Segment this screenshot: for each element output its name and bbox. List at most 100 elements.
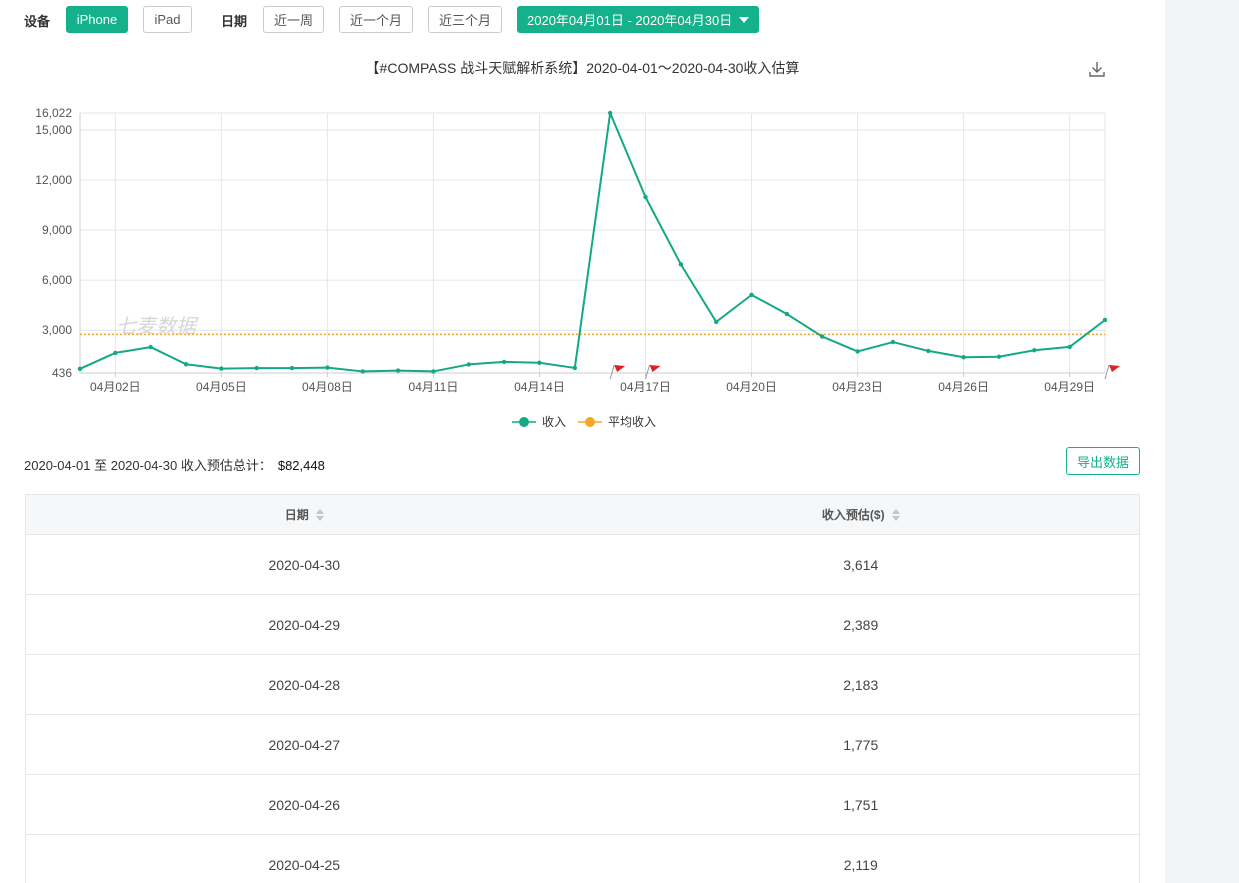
revenue-point[interactable] <box>1102 317 1108 323</box>
y-tick-label: 9,000 <box>42 223 72 237</box>
circle-legend-icon <box>585 417 595 427</box>
download-icon[interactable] <box>1088 60 1106 78</box>
revenue-point[interactable] <box>395 368 401 373</box>
chart-grid <box>80 112 1106 374</box>
revenue-cell: 2,183 <box>843 676 879 693</box>
revenue-point[interactable] <box>148 344 153 350</box>
date-cell: 2020-04-30 <box>268 556 341 573</box>
revenue-header-label: 收入预估($) <box>821 508 885 522</box>
date-cell: 2020-04-28 <box>268 676 341 693</box>
right-gutter <box>1165 0 1239 883</box>
summary-text: 2020-04-01 至 2020-04-30 收入预估总计： <box>24 458 272 473</box>
revenue-point[interactable] <box>289 365 295 371</box>
flag-icon[interactable] <box>645 364 661 380</box>
date-cell: 2020-04-26 <box>268 796 341 813</box>
revenue-point[interactable] <box>749 292 754 298</box>
date-range-text: 2020年04月01日 - 2020年04月30日 <box>527 13 733 28</box>
y-tick-label: 12,000 <box>35 173 72 187</box>
x-tick-label: 04月20日 <box>726 380 777 394</box>
device-label: 设备 <box>24 14 51 29</box>
legend-item[interactable]: 平均收入 <box>578 415 656 429</box>
date-label: 日期 <box>221 14 248 29</box>
revenue-point[interactable] <box>572 365 578 371</box>
revenue-point[interactable] <box>678 262 684 267</box>
table-body: 2020-04-30 3,614 2020-04-29 2,389 2020-04-28… <box>26 535 1139 883</box>
circle-legend-icon <box>519 417 529 427</box>
table-row: 2020-04-25 2,119 <box>26 835 1139 883</box>
sort-icon[interactable] <box>891 508 900 521</box>
revenue-point[interactable] <box>77 366 83 372</box>
flag-icon[interactable] <box>609 364 626 380</box>
y-axis: 436 3,000 6,000 9,000 12,000 15,000 16,022 <box>35 106 81 380</box>
revenue-point[interactable] <box>466 362 471 367</box>
caret-down-icon <box>739 17 749 23</box>
revenue-cell: 3,614 <box>843 556 879 573</box>
y-tick-label: 3,000 <box>42 323 72 337</box>
legend-label: 收入 <box>542 415 566 429</box>
revenue-point[interactable] <box>855 349 860 354</box>
y-tick-label: 6,000 <box>42 273 72 287</box>
revenue-cell: 1,775 <box>843 736 879 753</box>
x-tick-label: 04月11日 <box>409 380 459 394</box>
filter-bar: 设备 iPhone iPad 日期 近一周 近一个月 近三个月 2020年04月… <box>0 0 1165 40</box>
revenue-point[interactable] <box>1032 348 1037 353</box>
x-tick-label: 04月08日 <box>302 380 353 394</box>
revenue-point[interactable] <box>820 334 825 339</box>
revenue-point[interactable] <box>431 369 436 374</box>
last-week-button[interactable]: 近一周 <box>263 6 324 33</box>
date-column-header[interactable]: 日期 <box>26 495 583 534</box>
revenue-point[interactable] <box>926 348 931 354</box>
revenue-column-header[interactable]: 收入预估($) <box>583 495 1140 534</box>
y-tick-label: 15,000 <box>35 123 72 137</box>
revenue-cell: 1,751 <box>843 796 879 813</box>
revenue-cell: 2,389 <box>843 616 879 633</box>
y-tick-label: 436 <box>52 366 72 380</box>
legend-item[interactable]: 收入 <box>512 415 566 429</box>
table-row: 2020-04-27 1,775 <box>26 715 1139 775</box>
revenue-point[interactable] <box>113 350 118 356</box>
x-tick-label: 04月29日 <box>1044 380 1095 394</box>
revenue-point[interactable] <box>996 354 1002 359</box>
x-tick-label: 04月14日 <box>514 380 565 394</box>
device-ipad-button[interactable]: iPad <box>143 6 192 33</box>
revenue-point[interactable] <box>537 360 542 365</box>
revenue-point[interactable] <box>714 319 719 325</box>
revenue-point[interactable] <box>501 359 507 365</box>
legend-label: 平均收入 <box>608 415 656 429</box>
chart-legend: 收入 平均收入 <box>512 415 656 429</box>
x-tick-label: 04月23日 <box>832 380 883 394</box>
revenue-summary: 2020-04-01 至 2020-04-30 收入预估总计： $82,448 <box>24 455 325 474</box>
date-range-picker[interactable]: 2020年04月01日 - 2020年04月30日 <box>517 6 759 33</box>
revenue-table: 日期 收入预估($) 2020-04-30 3,614 2020-04-29 2,38… <box>25 494 1140 883</box>
revenue-point[interactable] <box>325 365 330 370</box>
date-header-label: 日期 <box>284 508 309 522</box>
revenue-point[interactable] <box>183 362 189 367</box>
revenue-point[interactable] <box>890 339 896 345</box>
y-tick-label: 16,022 <box>35 106 72 120</box>
x-tick-label: 04月05日 <box>196 380 247 394</box>
revenue-point[interactable] <box>643 194 648 200</box>
event-flags <box>609 364 1120 380</box>
table-row: 2020-04-28 2,183 <box>26 655 1139 715</box>
revenue-point[interactable] <box>254 365 259 371</box>
revenue-series <box>77 110 1108 374</box>
last-month-button[interactable]: 近一个月 <box>339 6 413 33</box>
revenue-point[interactable] <box>607 110 613 116</box>
table-header: 日期 收入预估($) <box>26 495 1139 535</box>
x-tick-label: 04月17日 <box>620 380 671 394</box>
export-data-button[interactable]: 导出数据 <box>1066 447 1140 475</box>
date-cell: 2020-04-27 <box>268 736 341 753</box>
revenue-point[interactable] <box>784 311 790 317</box>
device-iphone-button[interactable]: iPhone <box>66 6 128 33</box>
revenue-point[interactable] <box>961 355 966 360</box>
x-tick-label: 04月02日 <box>90 380 141 394</box>
revenue-point[interactable] <box>1067 344 1072 350</box>
flag-icon[interactable] <box>1104 364 1120 380</box>
revenue-point[interactable] <box>219 366 224 371</box>
sort-icon[interactable] <box>315 508 324 521</box>
last-three-months-button[interactable]: 近三个月 <box>428 6 502 33</box>
revenue-point[interactable] <box>360 369 365 374</box>
table-row: 2020-04-30 3,614 <box>26 535 1139 595</box>
revenue-line-chart: 436 3,000 6,000 9,000 12,000 15,000 16,022 04月… <box>35 106 1120 429</box>
summary-total: $82,448 <box>277 458 325 473</box>
